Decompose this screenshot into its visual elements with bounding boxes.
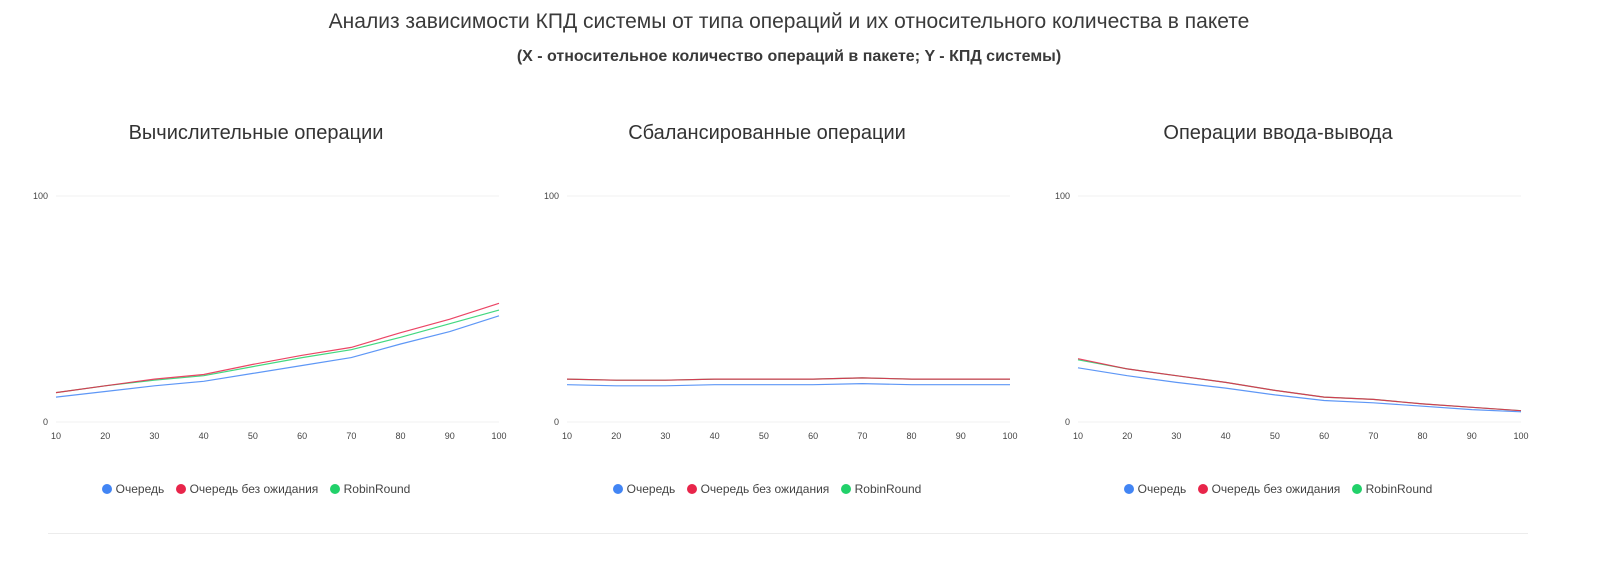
y-tick-label: 100 <box>544 191 559 201</box>
y-tick-label: 100 <box>33 191 48 201</box>
legend-label: RobinRound <box>854 482 922 496</box>
chart-plot: 0 100 10 20 30 40 50 60 70 80 90 100 <box>544 191 1018 441</box>
x-tick-label: 50 <box>759 431 769 441</box>
legend-item-robinround[interactable]: RobinRound <box>840 482 922 496</box>
y-tick-label: 0 <box>554 417 559 427</box>
series-line-queue-no-wait[interactable] <box>1077 358 1522 412</box>
y-tick-label: 0 <box>1065 417 1070 427</box>
series-line-robinround[interactable] <box>1077 359 1522 412</box>
x-tick-label: 100 <box>1002 431 1017 441</box>
x-tick-label: 90 <box>956 431 966 441</box>
legend-label: RobinRound <box>1365 482 1433 496</box>
x-tick-label: 90 <box>1467 431 1477 441</box>
legend-label: Очередь без ожидания <box>189 482 319 496</box>
chart-computational: Вычислительные операции 0 100 10 20 30 40 50 60… <box>0 110 512 510</box>
x-tick-label: 60 <box>1319 431 1329 441</box>
series-line-queue[interactable] <box>55 315 500 398</box>
x-tick-label: 60 <box>808 431 818 441</box>
legend-item-robinround[interactable]: RobinRound <box>1351 482 1433 496</box>
legend-item-queue[interactable]: Очередь <box>101 482 165 496</box>
x-tick-label: 100 <box>491 431 506 441</box>
x-tick-label: 90 <box>445 431 455 441</box>
series-line-queue[interactable] <box>566 382 1010 387</box>
legend-label: Очередь без ожидания <box>1211 482 1341 496</box>
x-tick-label: 80 <box>1418 431 1428 441</box>
legend-item-queue-no-wait[interactable]: Очередь без ожидания <box>1197 482 1341 496</box>
series-line-queue-no-wait[interactable] <box>566 377 1010 381</box>
legend-dot <box>840 484 851 494</box>
x-tick-label: 30 <box>660 431 670 441</box>
legend-dot <box>1351 484 1362 494</box>
legend-item-queue[interactable]: Очередь <box>1123 482 1187 496</box>
x-tick-label: 40 <box>710 431 720 441</box>
x-tick-label: 70 <box>857 431 867 441</box>
legend-label: Очередь <box>626 482 676 496</box>
chart-legend: Очередь Очередь без ожидания RobinRound <box>1022 482 1534 496</box>
x-tick-label: 40 <box>1221 431 1231 441</box>
legend-label: Очередь <box>115 482 165 496</box>
chart-title: Операции ввода-вывода <box>1163 122 1393 144</box>
legend-dot <box>686 484 697 494</box>
x-tick-label: 100 <box>1513 431 1528 441</box>
legend-dot <box>1197 484 1208 494</box>
x-tick-label: 40 <box>199 431 209 441</box>
legend-item-robinround[interactable]: RobinRound <box>329 482 411 496</box>
legend-dot <box>1123 484 1134 494</box>
chart-title: Сбалансированные операции <box>628 122 906 144</box>
chart-plot: 0 100 10 20 30 40 50 60 70 80 90 100 <box>33 191 507 441</box>
legend-dot <box>175 484 186 494</box>
legend-dot <box>329 484 340 494</box>
chart-title: Вычислительные операции <box>128 122 384 144</box>
legend-item-queue-no-wait[interactable]: Очередь без ожидания <box>175 482 319 496</box>
x-tick-label: 10 <box>51 431 61 441</box>
chart-balanced: Сбалансированные операции 0 100 10 20 30 40 50… <box>511 110 1023 510</box>
y-tick-label: 0 <box>43 417 48 427</box>
chart-plot: 0 100 10 20 30 40 50 60 70 80 90 100 <box>1055 191 1529 441</box>
x-tick-label: 30 <box>149 431 159 441</box>
x-tick-label: 50 <box>1270 431 1280 441</box>
x-tick-label: 80 <box>907 431 917 441</box>
x-tick-label: 20 <box>1122 431 1132 441</box>
chart-io: Операции ввода-вывода 0 100 10 20 30 40 50 60 70… <box>1022 110 1534 510</box>
legend-label: Очередь без ожидания <box>700 482 830 496</box>
y-tick-label: 100 <box>1055 191 1070 201</box>
series-line-queue[interactable] <box>1077 367 1522 413</box>
x-tick-label: 80 <box>396 431 406 441</box>
series-line-robinround[interactable] <box>55 309 500 394</box>
x-tick-label: 70 <box>1368 431 1378 441</box>
x-tick-label: 10 <box>562 431 572 441</box>
legend-item-queue[interactable]: Очередь <box>612 482 676 496</box>
chart-legend: Очередь Очередь без ожидания RobinRound <box>0 482 512 496</box>
page-subtitle: (X - относительное количество операций в… <box>516 48 1062 65</box>
legend-dot <box>612 484 623 494</box>
series-line-queue-no-wait[interactable] <box>55 302 500 394</box>
legend-dot <box>101 484 112 494</box>
x-tick-label: 30 <box>1171 431 1181 441</box>
legend-label: RobinRound <box>343 482 411 496</box>
x-tick-label: 10 <box>1073 431 1083 441</box>
chart-legend: Очередь Очередь без ожидания RobinRound <box>511 482 1023 496</box>
x-tick-label: 70 <box>346 431 356 441</box>
page-title: Анализ зависимости КПД системы от типа о… <box>328 10 1250 33</box>
divider <box>48 533 1528 534</box>
legend-label: Очередь <box>1137 482 1187 496</box>
legend-item-queue-no-wait[interactable]: Очередь без ожидания <box>686 482 830 496</box>
x-tick-label: 60 <box>297 431 307 441</box>
x-tick-label: 20 <box>611 431 621 441</box>
x-tick-label: 20 <box>100 431 110 441</box>
x-tick-label: 50 <box>248 431 258 441</box>
